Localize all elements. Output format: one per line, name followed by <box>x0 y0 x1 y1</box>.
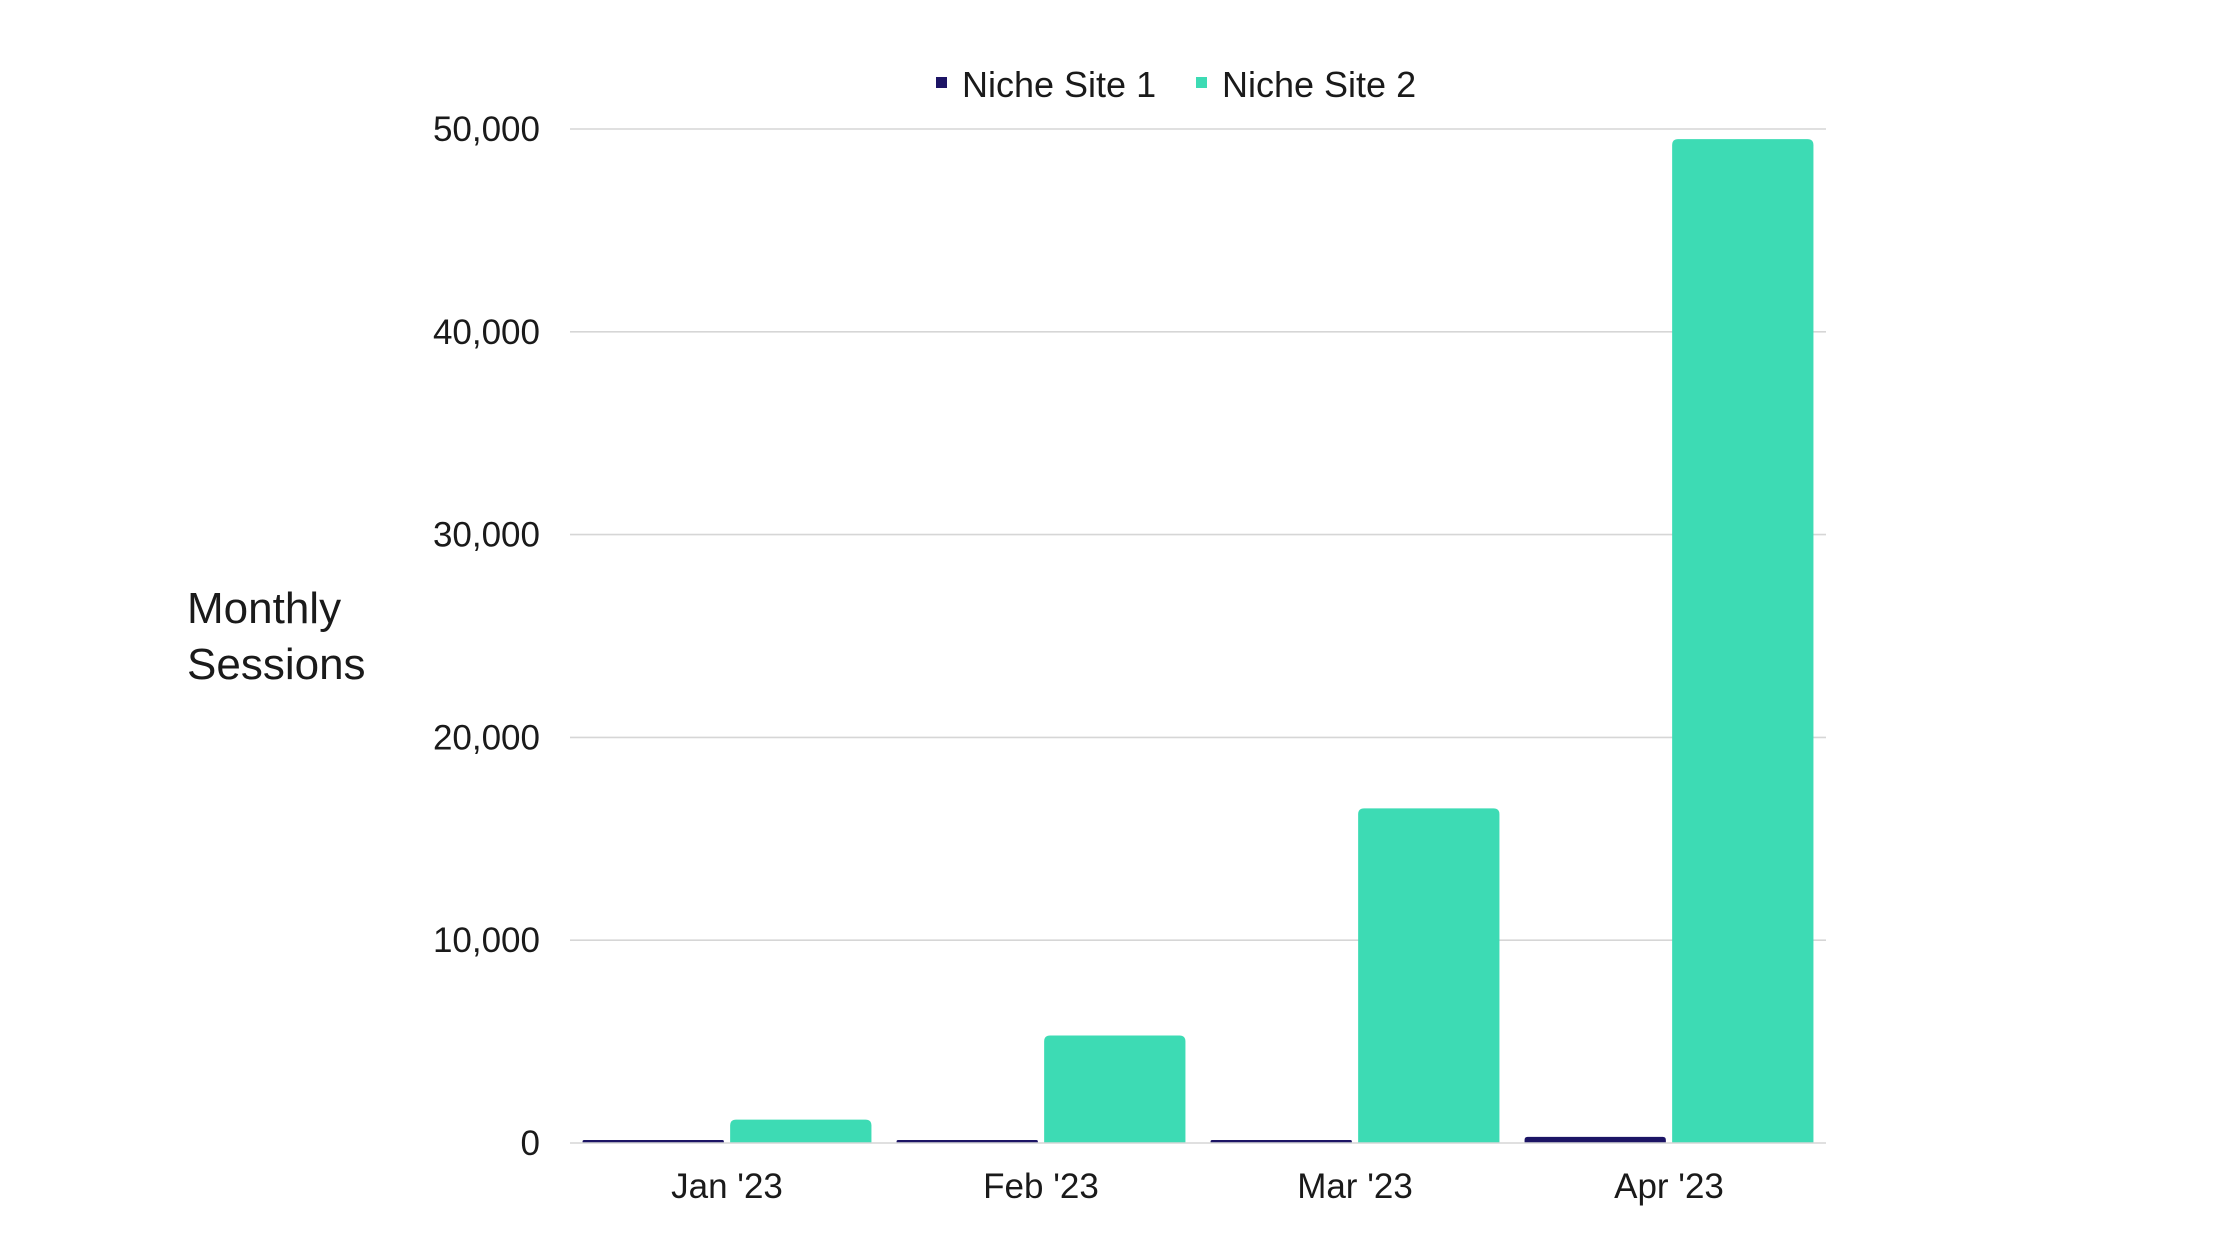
bar-niche-site-2-mar-23 <box>1358 808 1500 1143</box>
bars <box>570 139 1826 1144</box>
y-tick-label: 0 <box>521 1124 540 1163</box>
y-tick-label: 20,000 <box>433 718 540 757</box>
y-tick-label: 10,000 <box>433 921 540 960</box>
y-tick-label: 40,000 <box>433 313 540 352</box>
legend-swatch <box>936 77 947 88</box>
legend-swatch <box>1196 77 1207 88</box>
x-tick-label: Apr '23 <box>1614 1167 1724 1206</box>
y-tick-label: 50,000 <box>433 110 540 149</box>
y-axis-label-line: Sessions <box>187 640 366 689</box>
bar-niche-site-1-apr-23 <box>1524 1136 1666 1143</box>
x-tick-label: Feb '23 <box>983 1167 1099 1206</box>
x-tick-label: Jan '23 <box>671 1167 783 1206</box>
y-tick-label: 30,000 <box>433 516 540 555</box>
y-axis-ticks: 0 10,000 20,000 30,000 40,000 50,000 <box>433 110 540 1163</box>
bar-niche-site-2-feb-23 <box>1044 1035 1186 1143</box>
y-axis-label: Monthly Sessions <box>187 584 366 689</box>
bar-niche-site-2-apr-23 <box>1672 139 1814 1143</box>
x-tick-label: Mar '23 <box>1297 1167 1413 1206</box>
y-axis-label-line: Monthly <box>187 584 341 633</box>
legend-label: Niche Site 2 <box>1222 64 1416 105</box>
x-axis-ticks: Jan '23 Feb '23 Mar '23 Apr '23 <box>671 1167 1724 1206</box>
gridlines <box>570 128 1826 942</box>
bar-niche-site-2-jan-23 <box>730 1119 872 1143</box>
legend: Niche Site 1 Niche Site 2 <box>936 64 1416 105</box>
legend-label: Niche Site 1 <box>962 64 1156 105</box>
